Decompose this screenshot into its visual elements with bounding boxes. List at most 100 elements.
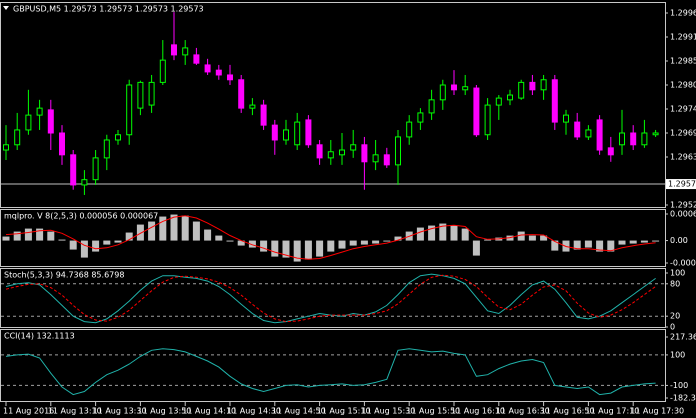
panel-frame (0, 209, 666, 267)
candle-body (14, 129, 21, 146)
x-tick-label: 11 Aug 2016 (3, 407, 54, 416)
panel-frame (0, 329, 666, 402)
y-tick-label: 1.29965 (670, 9, 696, 18)
histogram-bar (80, 240, 88, 258)
panel-frame (0, 268, 666, 328)
candle-body (417, 112, 424, 123)
y-tick-label: 1.29745 (670, 105, 696, 114)
price-label-box (666, 179, 696, 190)
y-tick-label: 1.29910 (670, 33, 696, 42)
panel-title: GBPUSD,M5 1.29573 1.29573 1.29573 1.2957… (13, 5, 204, 14)
candle-body (451, 84, 457, 91)
candle-body (350, 144, 357, 151)
histogram-bar (2, 236, 10, 241)
y-tick-label: 1.29800 (670, 81, 696, 90)
x-tick-label: 11 Aug 17:10 (585, 407, 639, 416)
histogram-bar (36, 228, 44, 241)
candle-body (507, 94, 513, 101)
price-label: 1.29573 (668, 180, 696, 189)
histogram-bar (629, 240, 637, 244)
histogram-bar (237, 240, 245, 246)
x-tick-label: 11 Aug 14:30 (227, 407, 281, 416)
histogram-bar (316, 240, 324, 257)
histogram-bar (159, 216, 167, 241)
menu-arrow[interactable] (3, 6, 9, 10)
candle-body (619, 132, 625, 146)
panel-title: CCI(14) 132.1113 (4, 332, 75, 341)
y-tick-label: -100 (670, 381, 688, 390)
indicator-line (5, 274, 656, 323)
x-tick-label: 11 Aug 13:10 (48, 407, 102, 416)
y-tick-label: 100 (670, 269, 685, 278)
y-tick-label: 1.29690 (670, 129, 696, 138)
candle-body (294, 121, 301, 146)
x-tick-label: 11 Aug 13:30 (93, 407, 147, 416)
candle-body (372, 154, 379, 163)
histogram-bar (540, 235, 548, 241)
candle-body (563, 114, 569, 123)
candle-body (36, 107, 43, 116)
candle-body (305, 119, 312, 146)
candle-body (462, 86, 469, 91)
y-tick-label: -182.3690 (670, 394, 696, 403)
histogram-bar (136, 224, 144, 241)
candle-body (59, 132, 65, 156)
histogram-bar (394, 236, 402, 241)
histogram-bar (551, 240, 559, 251)
y-tick-label: 0.00 (670, 236, 688, 245)
candle-body (630, 132, 637, 146)
histogram-bar (24, 228, 32, 241)
candle-body (406, 121, 413, 138)
candle-body (395, 136, 401, 166)
histogram-bar (293, 240, 301, 262)
histogram-bar (125, 232, 133, 241)
candle-body (215, 69, 222, 76)
candle-body (204, 64, 211, 73)
y-tick-label: 20 (670, 312, 680, 321)
histogram-bar (360, 240, 368, 245)
panel-title: Stoch(5,3,3) 94.7368 85.6798 (4, 271, 124, 280)
histogram-bar (607, 240, 615, 252)
histogram-bar (13, 231, 21, 241)
x-tick-label: 11 Aug 13:50 (137, 407, 191, 416)
candle-body (641, 132, 648, 146)
candle-body (383, 154, 390, 166)
histogram-bar (114, 240, 122, 243)
histogram-bar (271, 240, 279, 257)
candle-body (182, 47, 189, 56)
histogram-bar (58, 239, 66, 241)
x-tick-label: 11 Aug 14:50 (272, 407, 326, 416)
y-tick-label: 217.3655 (670, 333, 696, 342)
candle-body (25, 114, 32, 131)
histogram-bar (92, 240, 100, 252)
candle-body (361, 144, 368, 163)
x-tick-label: 11 Aug 16:10 (451, 407, 505, 416)
candle-body (495, 97, 502, 106)
histogram-bar (170, 214, 178, 241)
candle-body (193, 54, 200, 64)
candle-body (115, 134, 121, 141)
candle-body (339, 149, 345, 156)
x-tick-label: 11 Aug 16:30 (496, 407, 550, 416)
candle-body (70, 154, 77, 186)
candle-body (316, 144, 323, 159)
candle-body (607, 147, 614, 156)
candle-body (283, 129, 289, 141)
candle-body (249, 104, 256, 109)
candle-body (327, 151, 334, 159)
y-tick-label: 0.000623 (670, 210, 696, 219)
histogram-bar (573, 240, 581, 250)
histogram-bar (428, 225, 436, 241)
candle-body (271, 124, 278, 141)
candle-body (171, 44, 177, 56)
candle-body (148, 81, 155, 106)
histogram-bar (484, 239, 492, 241)
candle-body (428, 99, 435, 114)
histogram-bar (439, 223, 447, 241)
candle-body (585, 129, 592, 138)
histogram-bar (226, 240, 234, 242)
x-tick-label: 11 Aug 14:10 (182, 407, 236, 416)
candle-body (540, 79, 547, 91)
histogram-bar (461, 228, 469, 241)
